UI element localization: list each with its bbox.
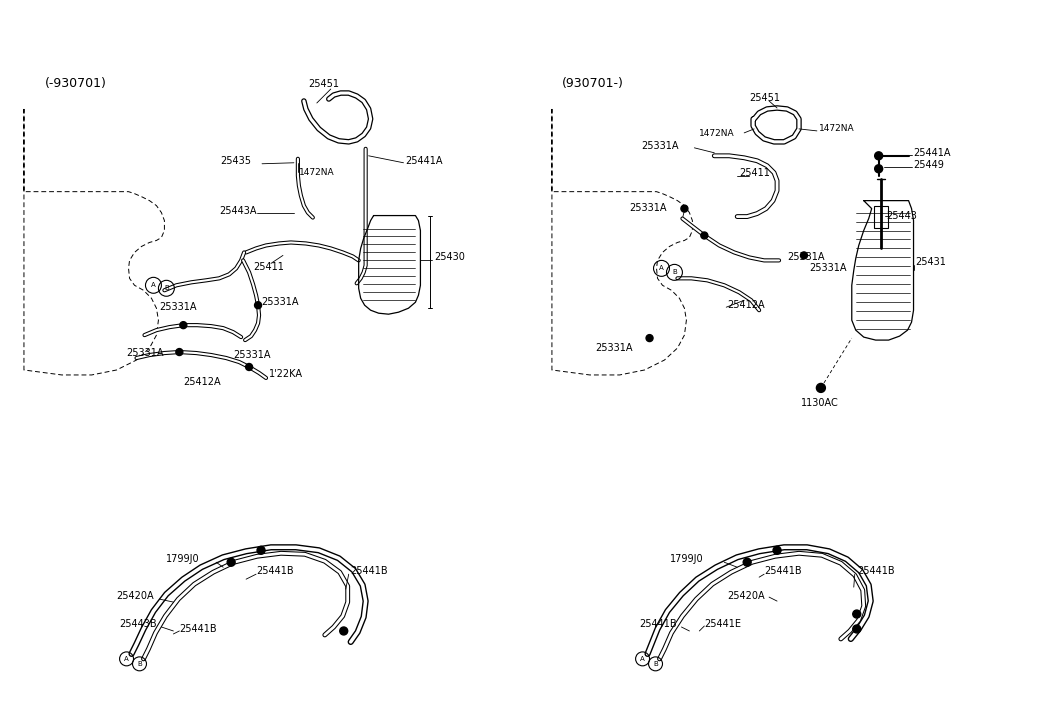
Text: 1799J0: 1799J0 <box>167 554 200 564</box>
Text: 25331A: 25331A <box>642 141 679 150</box>
Text: 25441B: 25441B <box>640 619 677 629</box>
Circle shape <box>743 558 752 566</box>
Text: 25331A: 25331A <box>595 343 632 353</box>
Circle shape <box>646 334 653 342</box>
Text: 25441B: 25441B <box>764 566 802 577</box>
Text: (930701-): (930701-) <box>562 76 624 89</box>
Circle shape <box>180 321 187 329</box>
Circle shape <box>800 252 808 259</box>
Text: A: A <box>640 656 645 662</box>
Circle shape <box>875 152 882 160</box>
Circle shape <box>681 205 688 212</box>
Text: 25411: 25411 <box>739 168 770 177</box>
Circle shape <box>875 165 882 173</box>
Text: 25331A: 25331A <box>159 302 197 312</box>
Text: 25420A: 25420A <box>727 591 765 601</box>
Text: 1472NA: 1472NA <box>819 124 855 133</box>
Circle shape <box>853 625 861 633</box>
Text: A: A <box>659 265 664 271</box>
Text: 1130AC: 1130AC <box>800 398 839 408</box>
Text: 25451: 25451 <box>749 93 780 103</box>
Text: 25412A: 25412A <box>183 377 221 387</box>
Text: 25411: 25411 <box>253 262 284 273</box>
Text: 25441B: 25441B <box>857 566 894 577</box>
Text: 25441A: 25441A <box>405 156 443 166</box>
Text: 1799J0: 1799J0 <box>670 554 703 564</box>
Circle shape <box>816 383 825 393</box>
Text: 25431: 25431 <box>915 257 946 268</box>
Text: 25331A: 25331A <box>233 350 271 360</box>
Text: 25441B: 25441B <box>351 566 388 577</box>
Text: 1472NA: 1472NA <box>299 168 335 177</box>
Text: 25331A: 25331A <box>809 263 846 273</box>
Bar <box>874 206 888 228</box>
Circle shape <box>175 348 183 356</box>
Text: 25441E: 25441E <box>705 619 741 629</box>
Text: 25420A: 25420A <box>117 591 154 601</box>
Text: A: A <box>124 656 129 662</box>
Text: 25451: 25451 <box>308 79 339 89</box>
Text: 25441B: 25441B <box>180 624 217 634</box>
Circle shape <box>701 232 708 239</box>
Circle shape <box>340 627 348 635</box>
Text: 25449: 25449 <box>913 160 944 170</box>
Text: (-930701): (-930701) <box>45 76 106 89</box>
Text: A: A <box>151 282 156 289</box>
Circle shape <box>853 610 861 618</box>
Circle shape <box>257 546 265 554</box>
Text: 25443: 25443 <box>887 211 917 220</box>
Text: 25441B: 25441B <box>256 566 293 577</box>
Text: 25331A: 25331A <box>126 348 164 358</box>
Text: 25331A: 25331A <box>629 203 668 212</box>
Text: 25443B: 25443B <box>119 619 157 629</box>
Circle shape <box>773 546 781 554</box>
Circle shape <box>227 558 235 566</box>
Text: 25435: 25435 <box>220 156 251 166</box>
Text: B: B <box>137 661 141 667</box>
Text: B: B <box>653 661 658 667</box>
Text: B: B <box>672 269 677 276</box>
Text: 25331A: 25331A <box>261 297 299 308</box>
Text: 1'22KA: 1'22KA <box>269 369 303 379</box>
Text: 25441A: 25441A <box>913 148 951 158</box>
Circle shape <box>254 302 261 309</box>
Circle shape <box>246 364 253 371</box>
Text: B: B <box>164 285 169 292</box>
Text: 1472NA: 1472NA <box>699 129 735 138</box>
Text: 25430: 25430 <box>435 252 466 262</box>
Text: 25331A: 25331A <box>787 252 825 262</box>
Text: 25412A: 25412A <box>727 300 765 310</box>
Text: 25443A: 25443A <box>219 206 256 216</box>
